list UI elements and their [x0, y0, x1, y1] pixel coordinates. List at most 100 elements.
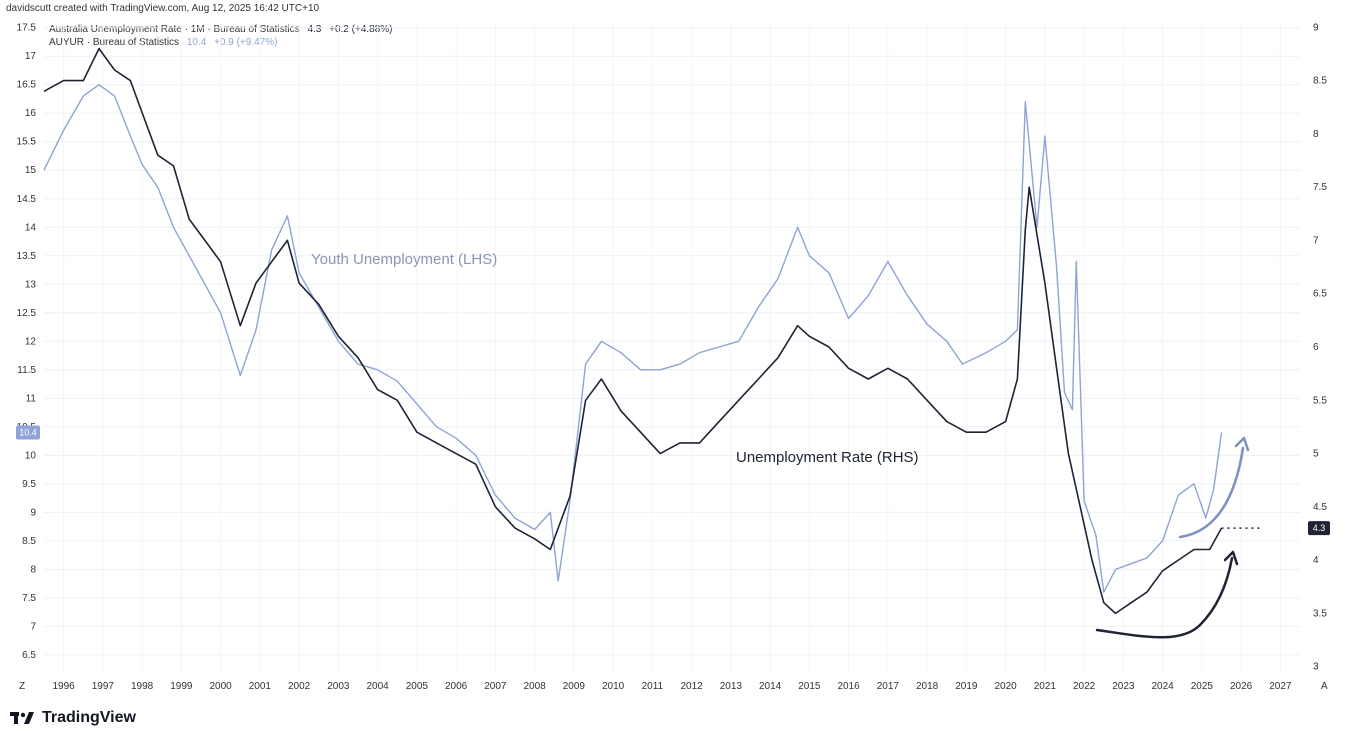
left-tick-label: 13.5	[17, 251, 37, 262]
x-tick-label: 1996	[53, 681, 76, 692]
right-tick-label: 7.5	[1313, 182, 1327, 193]
legend-unemployment-rate[interactable]: Australia Unemployment Rate · 1M · Burea…	[49, 24, 393, 35]
left-tick-label: 12	[25, 336, 37, 347]
x-tick-label: 2007	[484, 681, 507, 692]
right-tick-label: 9	[1313, 22, 1319, 33]
x-tick-label: 2014	[759, 681, 782, 692]
x-tick-label: 2015	[798, 681, 821, 692]
x-tick-label: 2002	[288, 681, 311, 692]
unemployment-rate-line	[43, 47, 1223, 615]
x-tick-label: 2020	[995, 681, 1018, 692]
x-tick-label: 2023	[1112, 681, 1135, 692]
right-tick-label: 6	[1313, 342, 1319, 353]
x-tick-label: 2003	[327, 681, 350, 692]
x-tick-label: 2016	[838, 681, 861, 692]
x-tick-label: 1997	[92, 681, 115, 692]
left-tick-label: 16.5	[17, 80, 37, 91]
unemployment-trend-arrowhead	[1223, 550, 1239, 566]
x-tick-label: 1999	[170, 681, 193, 692]
grid	[44, 22, 1300, 672]
left-tick-label: 14	[25, 222, 37, 233]
legend-value: 4.3	[307, 24, 322, 35]
last-value-left-text: 10.4	[19, 428, 37, 438]
x-tick-label: 2000	[210, 681, 233, 692]
left-tick-label: 8.5	[22, 536, 36, 547]
right-tick-label: 8.5	[1313, 76, 1327, 87]
left-tick-label: 8	[30, 564, 36, 575]
last-value-right-text: 4.3	[1313, 523, 1326, 533]
left-tick-label: 17	[25, 51, 37, 62]
tradingview-logo-icon	[10, 712, 34, 724]
left-tick-label: 6.5	[22, 650, 36, 661]
x-tick-label: 2013	[720, 681, 743, 692]
left-tick-label: 7	[30, 621, 36, 632]
left-tick-label: 11.5	[17, 365, 36, 376]
left-tick-label: 7.5	[22, 593, 36, 604]
corner-right-label: A	[1321, 681, 1328, 692]
last-value-badge-right	[1308, 521, 1330, 536]
right-tick-label: 5.5	[1313, 395, 1327, 406]
youth-unemployment-line	[43, 84, 1223, 593]
legend-value: 10.4	[186, 37, 207, 48]
x-tick-label: 2021	[1034, 681, 1057, 692]
annotation-unemployment-rate: Unemployment Rate (RHS)	[736, 449, 919, 466]
left-tick-label: 15.5	[17, 137, 37, 148]
left-tick-label: 14.5	[17, 194, 37, 205]
x-tick-label: 2012	[681, 681, 704, 692]
legend-youth-unemployment[interactable]: AUYUR · Bureau of Statistics 10.4 +0.9 (…	[49, 37, 277, 48]
youth-trend-arrow	[1178, 446, 1245, 539]
right-tick-label: 3	[1313, 662, 1319, 673]
x-tick-label: 2017	[877, 681, 900, 692]
annotation-layer: Youth Unemployment (LHS) Unemployment Rat…	[311, 251, 1250, 639]
brand-name: TradingView	[42, 709, 136, 726]
x-tick-label: 1998	[131, 681, 154, 692]
left-tick-label: 17.5	[17, 23, 37, 34]
x-axis: 1996 1997 1998 1999 2000 2001 2002 2003 2004 2005…	[53, 681, 1292, 692]
right-tick-label: 5	[1313, 449, 1319, 460]
left-tick-label: 9.5	[22, 479, 36, 490]
last-value-badge-left	[16, 425, 40, 440]
right-tick-label: 3.5	[1313, 608, 1327, 619]
x-tick-label: 2027	[1269, 681, 1292, 692]
x-tick-label: 2010	[602, 681, 625, 692]
legend-label: Australia Unemployment Rate · 1M · Burea…	[49, 24, 300, 35]
x-tick-label: 2025	[1191, 681, 1214, 692]
x-tick-label: 2004	[367, 681, 390, 692]
x-tick-label: 2018	[916, 681, 939, 692]
x-tick-label: 2008	[524, 681, 547, 692]
left-axis: 6.577.588.599.51010.51111.51212.51313.51…	[17, 23, 37, 661]
x-tick-label: 2009	[563, 681, 586, 692]
right-tick-label: 6.5	[1313, 289, 1327, 300]
x-tick-label: 2005	[406, 681, 429, 692]
left-tick-label: 11	[26, 393, 37, 404]
right-tick-label: 4.5	[1313, 502, 1327, 513]
left-tick-label: 15	[25, 165, 37, 176]
right-tick-label: 8	[1313, 129, 1319, 140]
legend-label: AUYUR · Bureau of Statistics	[49, 37, 180, 48]
series-layer: 4.3 10.4	[16, 47, 1330, 615]
right-tick-label: 4	[1313, 555, 1319, 566]
annotation-youth-unemployment: Youth Unemployment (LHS)	[311, 251, 497, 268]
right-axis: 3 3.5 4 4.5 5 5.5 6 6.5 7 7.5 8 8.5 9	[1313, 22, 1327, 672]
x-tick-label: 2026	[1230, 681, 1253, 692]
left-tick-label: 12.5	[17, 308, 37, 319]
chart-credit: davidscutt created with TradingView.com,…	[6, 3, 320, 14]
x-tick-label: 2011	[642, 681, 664, 692]
right-tick-label: 7	[1313, 235, 1319, 246]
x-tick-label: 2006	[445, 681, 468, 692]
x-tick-label: 2001	[249, 681, 272, 692]
unemployment-trend-arrow	[1095, 556, 1234, 639]
x-tick-label: 2024	[1152, 681, 1175, 692]
left-tick-label: 9	[30, 507, 36, 518]
left-tick-label: 16	[25, 108, 37, 119]
left-tick-label: 13	[25, 279, 37, 290]
tradingview-logo[interactable]: TradingView	[10, 709, 136, 727]
youth-trend-arrowhead	[1234, 436, 1250, 452]
legend-change: +0.2 (+4.88%)	[329, 24, 393, 35]
corner-left-label: Z	[19, 681, 25, 692]
legend-change: +0.9 (+9.47%)	[214, 37, 278, 48]
x-tick-label: 2019	[955, 681, 978, 692]
left-tick-label: 10	[25, 450, 37, 461]
x-tick-label: 2022	[1073, 681, 1096, 692]
